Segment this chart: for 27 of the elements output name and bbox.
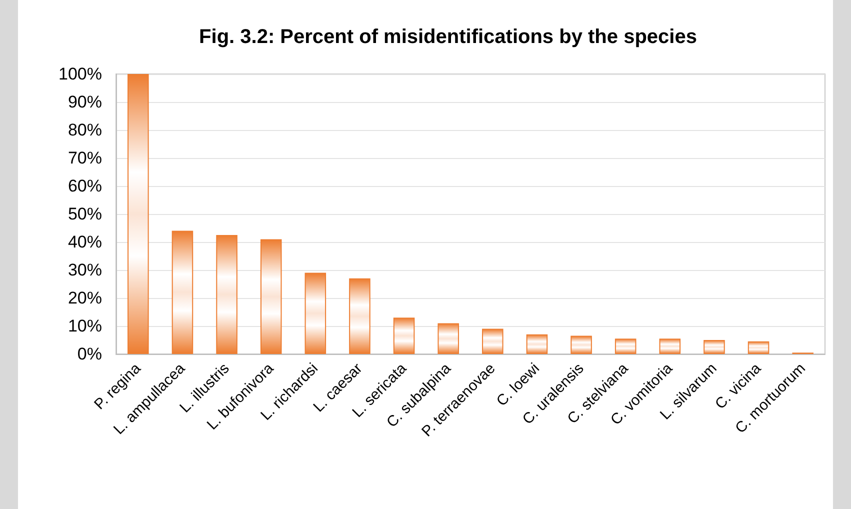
y-tick-label: 40% <box>68 232 102 252</box>
bar <box>393 318 415 354</box>
y-tick-label: 0% <box>77 344 102 364</box>
chart-title: Fig. 3.2: Percent of misidentifications by the species <box>199 26 697 48</box>
y-tick-label: 80% <box>68 120 102 140</box>
bar <box>570 336 592 354</box>
bar <box>704 340 725 354</box>
bar <box>614 338 636 354</box>
bar <box>349 278 370 354</box>
y-tick-label: 90% <box>68 92 102 112</box>
bar <box>216 235 238 354</box>
bar <box>482 328 504 354</box>
bar <box>128 74 149 354</box>
y-tick-label: 50% <box>68 204 102 224</box>
y-tick-label: 100% <box>58 64 102 84</box>
bar <box>526 334 548 354</box>
bar <box>438 323 459 354</box>
y-tick-label: 30% <box>68 260 102 280</box>
bar <box>748 341 770 354</box>
bar <box>260 239 282 354</box>
y-tick-label: 60% <box>68 176 102 196</box>
y-tick-label: 10% <box>68 316 102 336</box>
y-tick-label: 70% <box>68 148 102 168</box>
bar <box>659 338 681 354</box>
bar <box>172 230 194 354</box>
bar <box>304 272 326 354</box>
y-tick-label: 20% <box>68 288 102 308</box>
